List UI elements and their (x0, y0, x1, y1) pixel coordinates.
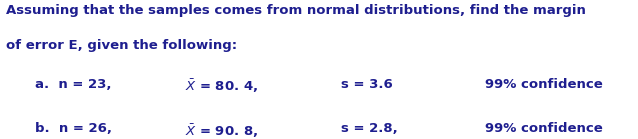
Text: s = 3.6: s = 3.6 (341, 78, 393, 91)
Text: a.  n = 23,: a. n = 23, (35, 78, 112, 91)
Text: of error E, given the following:: of error E, given the following: (6, 39, 237, 52)
Text: 99% confidence: 99% confidence (485, 78, 603, 91)
Text: s = 2.8,: s = 2.8, (341, 122, 398, 135)
Text: $\bar{X}$ = 80. 4,: $\bar{X}$ = 80. 4, (185, 78, 258, 95)
Text: $\bar{X}$ = 90. 8,: $\bar{X}$ = 90. 8, (185, 122, 258, 139)
Text: 99% confidence: 99% confidence (485, 122, 603, 135)
Text: Assuming that the samples comes from normal distributions, find the margin: Assuming that the samples comes from nor… (6, 4, 586, 17)
Text: b.  n = 26,: b. n = 26, (35, 122, 112, 135)
